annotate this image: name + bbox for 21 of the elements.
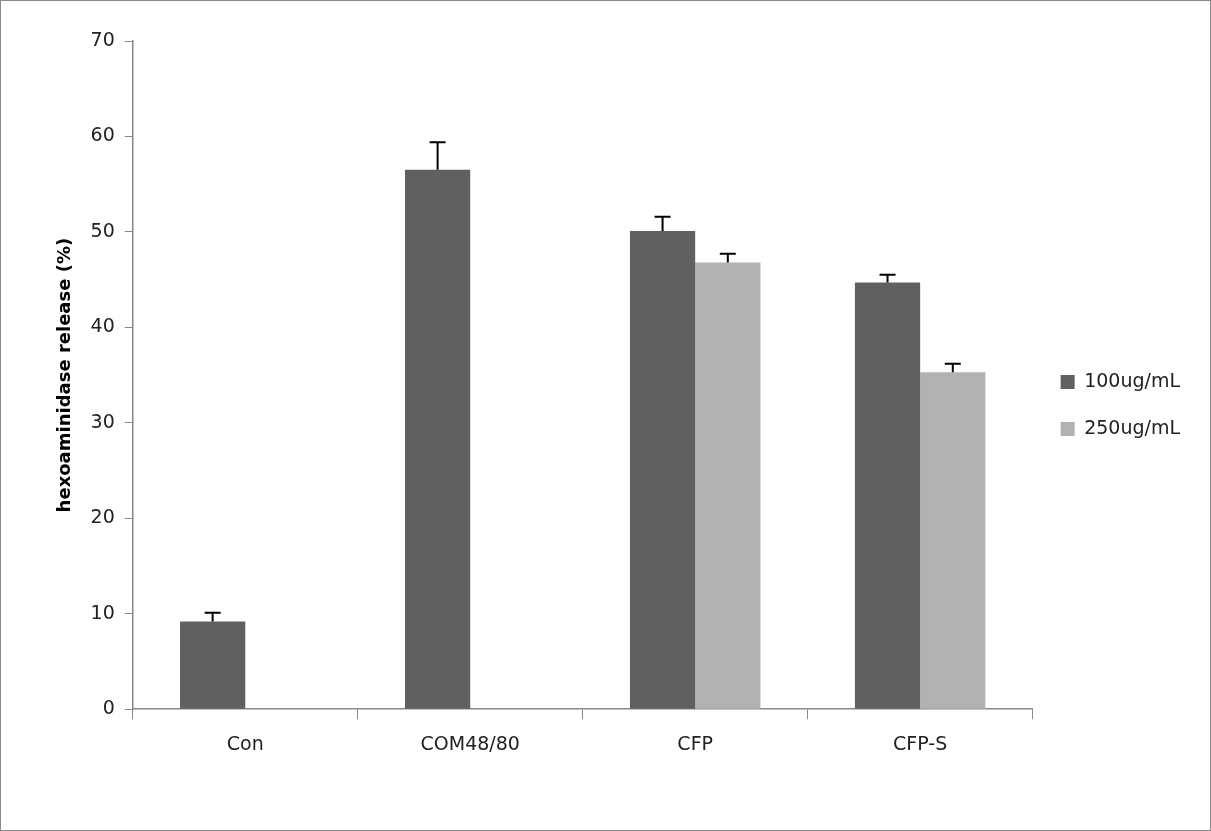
x-tick-label: COM48/80 — [420, 731, 520, 754]
bar — [404, 169, 471, 709]
x-tick-label: Con — [226, 731, 264, 754]
x-tick-label: CFP-S — [893, 731, 948, 754]
bar — [695, 262, 761, 709]
y-tick-label: 50 — [90, 218, 115, 241]
x-tick-label: CFP — [677, 731, 714, 754]
y-axis-title: hexoaminidase release (%) — [53, 237, 75, 513]
y-tick-label: 60 — [90, 123, 115, 146]
y-tick-label: 70 — [90, 27, 115, 50]
y-tick-label: 40 — [90, 314, 115, 337]
bar — [180, 621, 246, 709]
y-tick-label: 10 — [90, 600, 115, 623]
y-tick-label: 0 — [102, 696, 115, 719]
bar — [920, 372, 986, 709]
y-tick-label: 30 — [90, 409, 115, 432]
bar — [854, 282, 921, 709]
y-tick-label: 20 — [90, 505, 115, 528]
legend-label: 250ug/mL — [1084, 415, 1181, 438]
bar — [629, 230, 696, 709]
legend-label: 100ug/mL — [1084, 368, 1181, 391]
